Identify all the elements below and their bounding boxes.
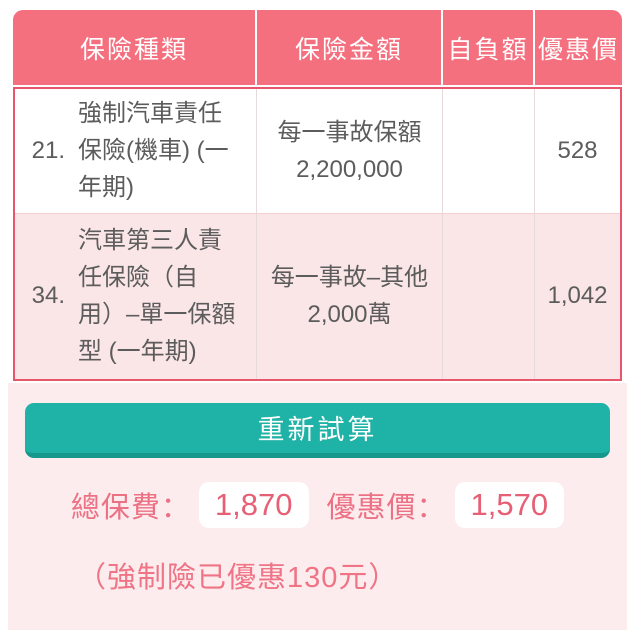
- totals-row: 總保費： 1,870 優惠價： 1,570: [25, 481, 610, 528]
- column-header-price: 優惠價: [537, 35, 619, 64]
- total-premium-value: 1,870: [198, 481, 309, 528]
- cell-insured-amount: 每一事故–其他2,000萬: [257, 213, 443, 379]
- discount-price-value: 1,570: [454, 481, 565, 528]
- summary-section: 重新試算 總保費： 1,870 優惠價： 1,570 （強制險已優惠130元）: [8, 382, 627, 630]
- cell-insurance-type: 21. 強制汽車責任保險(機車) (一年期): [15, 89, 257, 213]
- total-premium-label: 總保費：: [70, 491, 191, 524]
- cell-insurance-type: 34. 汽車第三人責任保險（自用）–單一保額型 (一年期): [15, 213, 257, 379]
- cell-deductible: [443, 213, 535, 379]
- cell-insured-amount: 每一事故保額 2,200,000: [257, 89, 443, 213]
- cell-deductible: [443, 89, 535, 213]
- row-number: 34.: [31, 282, 65, 310]
- table-row: 21. 強制汽車責任保險(機車) (一年期) 每一事故保額 2,200,000 …: [15, 89, 620, 213]
- table-header-row: 保險種類 保險金額 自負額 優惠價: [13, 10, 622, 85]
- discount-note: （強制險已優惠130元）: [77, 561, 399, 594]
- cell-discount-price: 1,042: [547, 282, 608, 310]
- cell-discount-price: 528: [557, 137, 598, 165]
- insurance-name: 強制汽車責任保險(機車) (一年期): [78, 100, 229, 202]
- table-row: 34. 汽車第三人責任保險（自用）–單一保額型 (一年期) 每一事故–其他2,0…: [15, 212, 620, 379]
- column-header-deductible: 自負額: [443, 10, 535, 85]
- recalculate-button[interactable]: 重新試算: [25, 402, 610, 458]
- table-body: 21. 強制汽車責任保險(機車) (一年期) 每一事故保額 2,200,000 …: [13, 87, 622, 381]
- insurance-name: 汽車第三人責任保險（自用）–單一保額型 (一年期): [78, 226, 236, 366]
- column-header-amount: 保險金額: [257, 10, 443, 85]
- row-number: 21.: [31, 137, 65, 165]
- discount-price-label: 優惠價：: [326, 491, 447, 524]
- column-header-type: 保險種類: [13, 10, 257, 85]
- insurance-table: 保險種類 保險金額 自負額 優惠價 21. 強制汽車責任保險(機車) (一年期)…: [13, 10, 622, 381]
